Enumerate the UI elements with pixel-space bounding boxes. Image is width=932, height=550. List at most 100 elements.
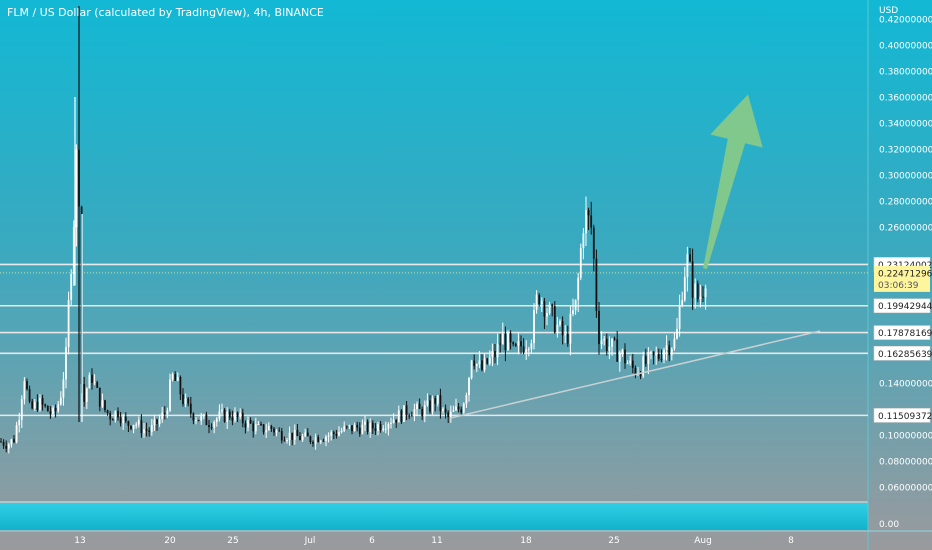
candle [504, 326, 507, 362]
candle [361, 419, 364, 435]
candle [660, 349, 663, 363]
candle [338, 426, 340, 437]
candle [702, 286, 704, 302]
candle [686, 246, 689, 292]
candle [70, 269, 73, 306]
candle [267, 422, 270, 431]
candle [106, 409, 109, 416]
candle [93, 374, 96, 386]
candle [309, 435, 312, 445]
price-tick-label: 0.26000000 [879, 224, 932, 234]
candle [691, 248, 694, 310]
candle [603, 335, 606, 346]
candle [436, 395, 439, 407]
candle [252, 420, 255, 438]
candle [2, 439, 5, 449]
candle [202, 413, 205, 420]
price-tick-label: 0.36000000 [879, 94, 932, 104]
candle [465, 392, 468, 408]
candle [148, 427, 151, 437]
candle [39, 394, 41, 412]
candle [590, 201, 593, 235]
price-level-badge-3: 0.16285639 [873, 345, 932, 361]
time-tick-label: 6 [369, 536, 375, 546]
candle [626, 360, 629, 365]
candle [366, 419, 369, 435]
candle [668, 340, 671, 362]
candle [330, 429, 333, 441]
candle [26, 378, 28, 391]
candle [535, 290, 538, 314]
candle [384, 421, 387, 434]
candle [262, 423, 265, 435]
candle [663, 347, 665, 364]
candle [400, 409, 403, 425]
candle [75, 144, 78, 247]
candle [98, 387, 101, 412]
candle [501, 322, 504, 345]
candle [673, 332, 676, 351]
candle [559, 319, 561, 327]
candle [704, 284, 707, 310]
candle [694, 278, 697, 309]
candle [182, 388, 184, 407]
candle [496, 333, 499, 366]
candle [270, 424, 273, 432]
price-tick-label: 0.28000000 [879, 198, 932, 208]
candle [5, 440, 8, 453]
candle [231, 410, 234, 426]
candle [369, 418, 372, 438]
candle [457, 402, 460, 413]
candle [299, 432, 301, 441]
candle [520, 335, 522, 354]
svg-text:0.19942944: 0.19942944 [878, 302, 932, 312]
candle [397, 405, 400, 423]
candle [486, 357, 489, 365]
candle [218, 404, 221, 422]
candle [88, 372, 91, 389]
candle [512, 341, 515, 347]
candle [280, 427, 283, 444]
candle [57, 400, 60, 414]
volume-tick-label: 0.00 [879, 520, 899, 530]
candle [618, 350, 621, 372]
candle [72, 220, 75, 286]
candle [416, 401, 418, 416]
candle [439, 388, 442, 419]
price-tick-label: 0.38000000 [879, 68, 932, 78]
support-trendline[interactable] [449, 330, 821, 419]
candle [18, 412, 21, 433]
candle [587, 207, 590, 230]
candle [517, 332, 520, 355]
chart-title: FLM / US Dollar (calculated by TradingVi… [7, 6, 324, 19]
candle [683, 266, 686, 302]
candle [153, 414, 156, 431]
candle [426, 393, 429, 407]
candle [33, 399, 36, 412]
candle [228, 408, 231, 421]
candle [247, 416, 249, 432]
countdown-label: 03:06:39 [878, 281, 919, 291]
candle [631, 353, 634, 374]
candle [600, 331, 603, 349]
candle [124, 412, 127, 424]
candle [483, 353, 486, 373]
candle [377, 421, 379, 436]
time-tick-label: 25 [608, 536, 619, 546]
candle [163, 406, 166, 420]
svg-text:0.11509372: 0.11509372 [878, 412, 932, 422]
candle [616, 330, 619, 362]
candle [621, 348, 624, 357]
candle [553, 301, 556, 334]
candle [150, 418, 153, 436]
candle [286, 437, 288, 444]
candle [543, 297, 546, 330]
candle [83, 376, 86, 407]
bullish-arrow[interactable] [703, 94, 763, 270]
candle [546, 307, 548, 326]
candle [574, 299, 577, 315]
candle [468, 376, 470, 402]
candle [119, 411, 122, 427]
